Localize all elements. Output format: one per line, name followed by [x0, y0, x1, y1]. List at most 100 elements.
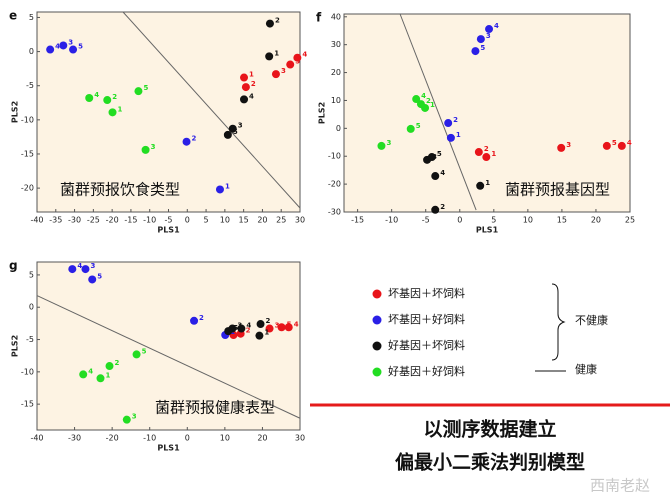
point [482, 153, 491, 162]
x-axis-label: PLS1 [157, 226, 180, 235]
x-tick-label: -20 [106, 216, 119, 225]
x-tick-label: -5 [422, 216, 430, 225]
point [69, 45, 78, 54]
x-tick-label: -5 [165, 216, 173, 225]
point-label: 5 [143, 84, 148, 92]
y-tick-label: 0 [29, 47, 34, 56]
point [416, 100, 425, 109]
point [255, 331, 264, 340]
point [476, 181, 485, 190]
boundary-line [399, 13, 477, 211]
x-tick-label: 30 [295, 434, 305, 443]
legend-swatch [372, 341, 382, 351]
line-label: 健康 [575, 362, 597, 376]
x-tick-label: -10 [385, 216, 398, 225]
x-tick-label: 5 [204, 216, 209, 225]
x-tick-label: -40 [30, 216, 43, 225]
point [377, 141, 386, 150]
point [141, 145, 150, 154]
point-label: 5 [97, 272, 102, 280]
point [427, 153, 436, 162]
point-label: 5 [295, 58, 300, 66]
point-label: 1 [105, 371, 110, 379]
x-tick-label: -25 [87, 216, 100, 225]
point-label: 2 [115, 359, 120, 367]
x-tick-label: 10 [220, 434, 230, 443]
point-label: 4 [249, 92, 254, 100]
y-tick-label: -20 [21, 184, 34, 193]
y-tick-label: 30 [331, 40, 341, 49]
y-tick-label: 0 [29, 303, 34, 312]
legend-label: 好基因＋好饲料 [388, 364, 465, 378]
x-tick-label: 0 [185, 216, 190, 225]
panel-caption: 菌群预报基因型 [505, 181, 610, 199]
x-tick-label: -15 [124, 216, 137, 225]
x-tick-label: 0 [185, 434, 190, 443]
legend-label: 坏基因＋好饲料 [388, 312, 465, 326]
point [68, 265, 77, 274]
point-label: 4 [88, 367, 93, 375]
y-tick-label: -20 [328, 180, 341, 189]
point-label: 4 [440, 169, 445, 177]
point [132, 350, 141, 359]
point [88, 275, 97, 284]
point-label: 3 [486, 32, 491, 40]
x-tick-label: -20 [106, 434, 119, 443]
point [215, 185, 224, 194]
x-tick-label: 15 [239, 216, 249, 225]
y-tick-label: -30 [328, 208, 341, 217]
y-tick-label: -5 [26, 81, 34, 90]
y-tick-label: 40 [331, 12, 341, 21]
x-tick-label: 25 [625, 216, 635, 225]
point [431, 205, 440, 214]
point-label: 2 [484, 145, 489, 153]
point-label: 1 [118, 105, 123, 113]
x-tick-label: 15 [557, 216, 567, 225]
y-tick-label: 10 [331, 96, 341, 105]
x-axis-label: PLS1 [157, 444, 180, 453]
point-label: 1 [485, 179, 490, 187]
caption-line: 以测序数据建立 [423, 418, 556, 441]
point [46, 45, 55, 54]
point [265, 324, 274, 333]
point-label: 4 [294, 320, 299, 328]
point [557, 143, 566, 152]
watermark: 西南老赵 [590, 477, 650, 495]
y-axis-label: PLS2 [11, 335, 20, 357]
point-label: 5 [233, 324, 238, 332]
point-label: 5 [78, 43, 83, 51]
point-label: 3 [68, 38, 73, 46]
boundary-line [36, 295, 301, 419]
caption-line: 偏最小二乘法判别模型 [395, 451, 585, 474]
point [240, 73, 249, 82]
point-label: 5 [287, 320, 292, 328]
x-tick-label: -30 [68, 434, 81, 443]
brace-label: 不健康 [575, 313, 608, 327]
point [228, 124, 237, 133]
y-axis-label: PLS2 [11, 101, 20, 123]
point [122, 415, 131, 424]
point [105, 362, 114, 371]
x-tick-label: -10 [143, 434, 156, 443]
x-tick-label: -40 [30, 434, 43, 443]
point-label: 1 [249, 71, 254, 79]
point-label: 3 [238, 122, 243, 130]
x-tick-label: -15 [351, 216, 364, 225]
point-label: 2 [246, 327, 251, 335]
plot-area [36, 261, 301, 431]
x-tick-label: 5 [491, 216, 496, 225]
x-tick-label: 20 [591, 216, 601, 225]
point-label: 4 [302, 51, 307, 59]
y-tick-label: -15 [21, 400, 34, 409]
y-tick-label: -10 [21, 115, 34, 124]
point [284, 323, 293, 332]
panel-caption: 菌群预报饮食类型 [60, 181, 180, 199]
y-tick-label: -5 [26, 335, 34, 344]
point-label: 3 [566, 141, 571, 149]
y-tick-label: -10 [328, 152, 341, 161]
point-label: 2 [426, 97, 431, 105]
y-tick-label: 0 [336, 124, 341, 133]
plot-area [343, 13, 631, 213]
legend-swatch [372, 367, 382, 377]
